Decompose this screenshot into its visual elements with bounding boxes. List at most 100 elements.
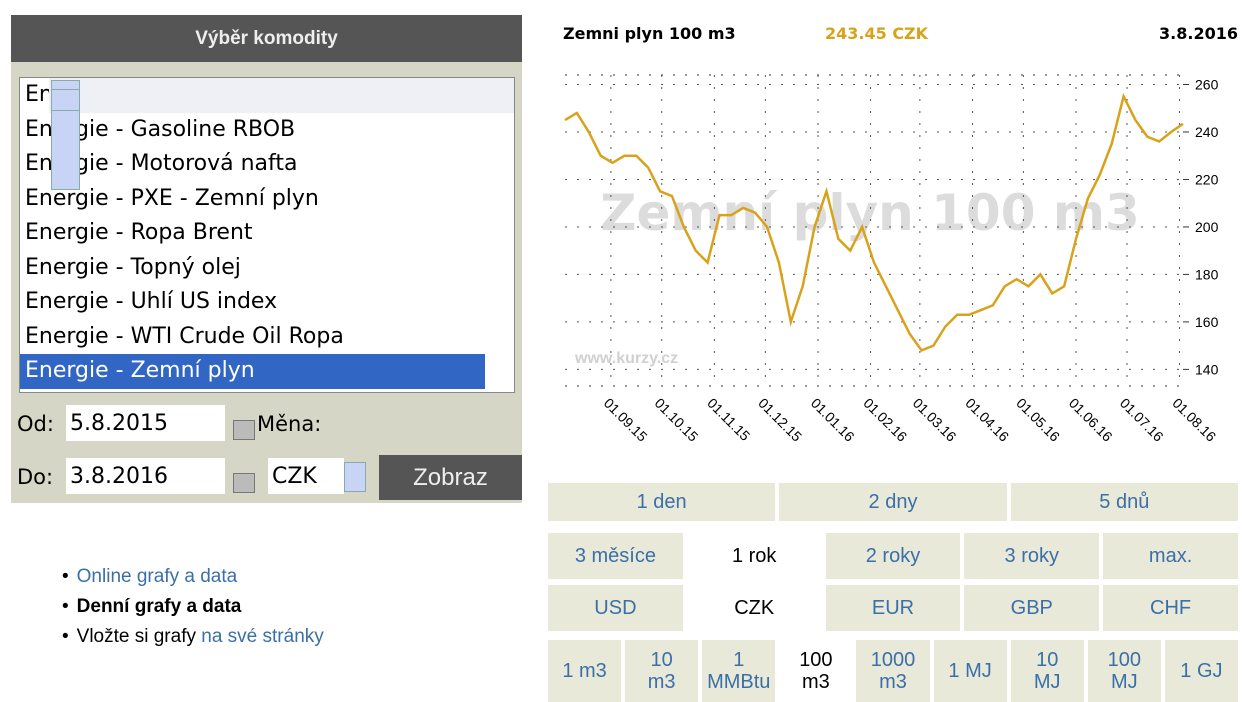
tab-label: MMBtu: [707, 671, 771, 693]
link-item: Vložte si grafy na své stránky: [62, 622, 324, 652]
chart-name: Zemni plyn 100 m3: [563, 24, 736, 43]
x-tick-label: 01.01.16: [808, 395, 858, 445]
calendar-icon[interactable]: [233, 420, 255, 440]
x-tick-label: 01.11.15: [704, 395, 753, 444]
currency-label: Měna:: [257, 412, 322, 436]
list-item[interactable]: Energie - Topný olej: [25, 254, 241, 280]
to-label: Do:: [17, 465, 54, 489]
x-tick-label: 01.08.16: [1169, 395, 1219, 445]
link-item: Denní grafy a data: [62, 592, 324, 622]
tab-label: 10: [1036, 649, 1059, 671]
tab-label: 3 roky: [1004, 545, 1060, 567]
tab[interactable]: 2 roky: [825, 533, 961, 579]
y-tick-label: 160: [1195, 314, 1219, 330]
tab[interactable]: max.: [1103, 533, 1238, 579]
tab[interactable]: 10 MJ: [1010, 640, 1084, 702]
tab[interactable]: 100 MJ: [1087, 640, 1161, 702]
tab[interactable]: 3 roky: [964, 533, 1100, 579]
tab-label: m3: [647, 671, 676, 693]
tab[interactable]: 1 MMBtu: [702, 640, 776, 702]
tab[interactable]: 1 rok: [686, 533, 822, 579]
list-item[interactable]: Energie - WTI Crude Oil Ropa: [25, 323, 344, 349]
tab-label: MJ: [1033, 671, 1061, 693]
tab[interactable]: USD: [548, 585, 683, 631]
tab-label: 1 MJ: [948, 660, 992, 682]
tab[interactable]: 1 m3: [548, 640, 622, 702]
list-item[interactable]: Energie - Uhlí US index: [25, 289, 278, 314]
y-tick-label: 260: [1195, 76, 1219, 92]
tab-label: 2 roky: [865, 545, 921, 567]
tab-label: 1000: [870, 649, 916, 671]
links: Online grafy a data Denní grafy a data V…: [62, 562, 324, 652]
tab-label: max.: [1148, 545, 1193, 567]
commodity-list[interactable]: Energie - ElektřinaEnergie - Gasoline RB…: [19, 77, 515, 393]
tab-label: 1: [733, 649, 745, 671]
tab[interactable]: CHF: [1103, 585, 1238, 631]
chart-date: 3.8.2016: [1159, 24, 1238, 43]
tab-label: 2 dny: [868, 491, 918, 513]
tab-label: m3: [801, 671, 830, 693]
tab[interactable]: 1000 m3: [856, 640, 930, 702]
tab-label: CZK: [734, 597, 775, 619]
tab-label: 1 GJ: [1180, 660, 1223, 682]
tab[interactable]: 5 dnů: [1010, 483, 1238, 521]
tab[interactable]: CZK: [686, 585, 822, 631]
list-item[interactable]: Energie - Gasoline RBOB: [25, 116, 296, 142]
y-tick-label: 200: [1195, 219, 1219, 235]
tab-label: 1 rok: [731, 545, 777, 567]
select-arrow[interactable]: [344, 462, 366, 492]
tab[interactable]: 3 měsíce: [548, 533, 683, 579]
tab[interactable]: 1 den: [548, 483, 776, 521]
tab[interactable]: 2 dny: [779, 483, 1007, 521]
y-tick-label: 140: [1195, 361, 1219, 377]
x-tick-label: 01.04.16: [962, 395, 1012, 445]
tab-label: MJ: [1110, 671, 1138, 693]
tab-label: USD: [594, 597, 637, 619]
tab-label: 3 měsíce: [574, 545, 656, 567]
chart-price: 243.45 CZK: [825, 24, 929, 43]
watermark: Zemní plyn 100 m3: [600, 184, 1140, 242]
from-input[interactable]: 5.8.2015: [66, 405, 225, 441]
tab[interactable]: 10 m3: [625, 640, 699, 702]
y-tick-label: 180: [1195, 266, 1219, 282]
tab-row: 1 m3 10 m3 1 MMBtu 100 m3 1000 m3 1 MJ 10 MJ 100 MJ 1 …: [548, 640, 1242, 702]
y-tick-label: 220: [1195, 171, 1219, 187]
x-tick-label: 01.07.16: [1117, 395, 1167, 445]
tab-label: 100: [799, 649, 833, 671]
tab-label: m3: [879, 671, 907, 693]
tab[interactable]: 1 GJ: [1164, 640, 1238, 702]
tab-label: 1 den: [636, 491, 687, 513]
currency-select[interactable]: CZK: [268, 458, 344, 494]
to-input[interactable]: 3.8.2016: [66, 458, 225, 494]
source: www.kurzy.cz: [574, 350, 678, 367]
tab-label: GBP: [1010, 597, 1053, 619]
panel-title: Výběr komodity: [11, 15, 522, 62]
tab-label: 10: [650, 649, 673, 671]
link[interactable]: na své stránky: [201, 626, 324, 647]
tab-label: EUR: [871, 597, 915, 619]
chart: Zemní plyn 100 m3 www.kurzy.cz 140 160 180 20…: [564, 74, 1219, 445]
calendar-icon[interactable]: [233, 473, 255, 493]
list-item[interactable]: Energie - Motorová nafta: [25, 151, 298, 176]
tab-label: 1 m3: [562, 660, 607, 682]
tab[interactable]: 1 MJ: [933, 640, 1007, 702]
tab-row: 3 měsíce 1 rok 2 roky 3 roky max.: [548, 533, 1242, 579]
scrollbar[interactable]: [49, 78, 514, 190]
link[interactable]: Online grafy a data: [76, 566, 238, 587]
tab-label: 100: [1107, 649, 1141, 671]
tab[interactable]: GBP: [964, 585, 1100, 631]
link-current: Denní grafy a data: [76, 596, 242, 617]
link-item[interactable]: Online grafy a data: [62, 562, 324, 592]
list-item[interactable]: Energie - Ropa Brent: [25, 220, 253, 245]
x-tick-label: 01.09.15: [601, 395, 651, 445]
tab[interactable]: 100 m3: [779, 640, 853, 702]
text: Vložte si grafy: [76, 626, 196, 647]
list-item[interactable]: Energie - PXE - Zemní plyn: [25, 185, 319, 211]
tab[interactable]: EUR: [825, 585, 961, 631]
submit-button[interactable]: Zobraz: [379, 455, 522, 500]
x-tick-label: 01.02.16: [860, 395, 910, 445]
list-item[interactable]: Energie - Zemní plyn: [20, 354, 485, 389]
x-tick-label: 01.03.16: [910, 395, 960, 445]
tab-row: USD CZK EUR GBP CHF: [548, 585, 1242, 631]
